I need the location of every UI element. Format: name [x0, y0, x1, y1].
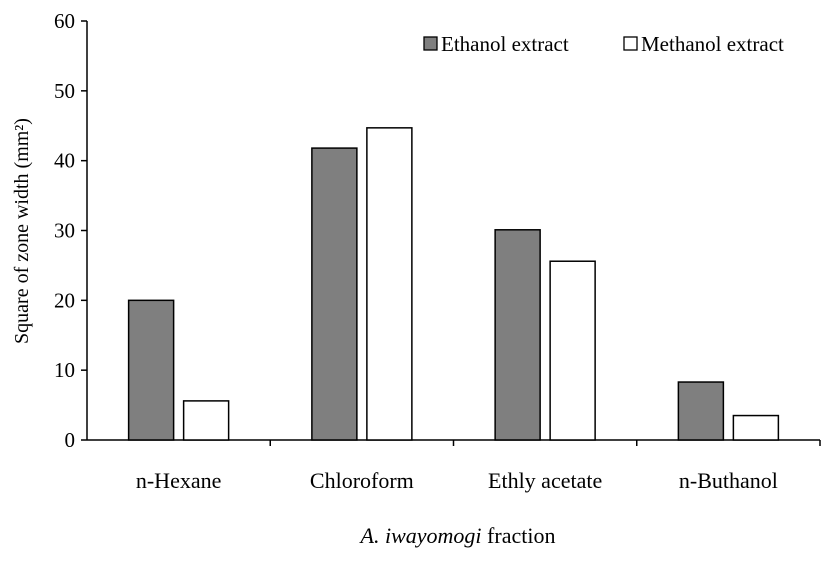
x-axis-title-suffix: fraction: [482, 523, 556, 548]
y-tick-label: 0: [65, 428, 76, 452]
labels: 0 10 20 30 40 50 60 n-Hexane Chloroform Ethly ace…: [11, 9, 778, 548]
bar-methanol-1: [182, 400, 230, 441]
bar-methanol-2: [366, 127, 413, 441]
y-tick-label: 30: [54, 219, 75, 243]
bar-ethanol-1: [127, 299, 175, 441]
legend-swatch-methanol: [623, 36, 638, 51]
y-tick-label: 10: [54, 358, 75, 382]
x-category-label: Chloroform: [310, 468, 414, 493]
y-tick-label: 50: [54, 79, 75, 103]
bars: [127, 127, 780, 441]
legend-swatch-ethanol: [423, 36, 438, 51]
bar-ethanol-4: [677, 381, 725, 441]
x-category-label: n-Buthanol: [679, 468, 778, 493]
y-tick-label: 60: [54, 9, 75, 33]
y-tick-label: 20: [54, 288, 75, 312]
x-category-label: Ethly acetate: [488, 468, 602, 493]
legend: Ethanol extract Methanol extract: [423, 32, 784, 56]
legend-label-ethanol: Ethanol extract: [441, 32, 569, 56]
legend-label-methanol: Methanol extract: [641, 32, 784, 56]
bar-ethanol-2: [311, 147, 358, 441]
y-tick-label: 40: [54, 149, 75, 173]
bar-ethanol-3: [494, 229, 541, 441]
x-category-label: n-Hexane: [136, 468, 222, 493]
x-axis-title: A. iwayomogi fraction: [359, 523, 556, 548]
bar-methanol-3: [549, 260, 596, 441]
bar-methanol-4: [732, 414, 780, 441]
y-axis-title: Square of zone width (mm²): [11, 118, 33, 344]
x-axis-title-species: A. iwayomogi: [359, 523, 482, 548]
